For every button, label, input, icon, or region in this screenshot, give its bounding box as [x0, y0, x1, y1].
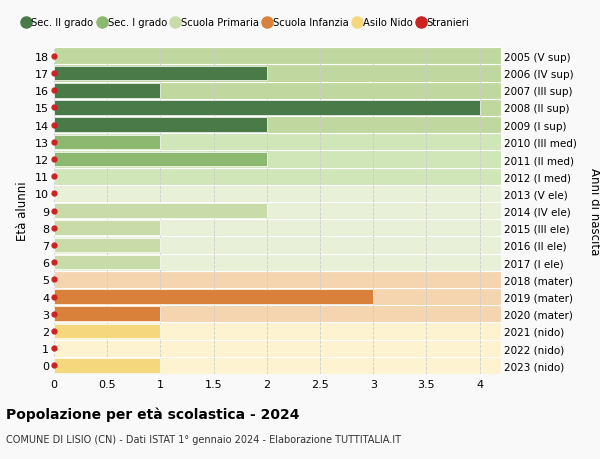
Bar — [54, 271, 501, 288]
Bar — [54, 84, 160, 98]
Bar — [54, 358, 160, 373]
Bar — [54, 117, 501, 134]
Bar — [54, 135, 160, 150]
Bar — [54, 357, 501, 374]
Bar — [54, 101, 480, 116]
Bar — [54, 185, 501, 202]
Bar — [54, 65, 501, 83]
Bar — [54, 238, 160, 253]
Y-axis label: Anni di nascita: Anni di nascita — [588, 168, 600, 255]
Bar — [54, 48, 501, 65]
Bar — [54, 67, 267, 81]
Bar — [54, 151, 501, 168]
Y-axis label: Età alunni: Età alunni — [16, 181, 29, 241]
Bar — [54, 323, 501, 340]
Bar — [54, 204, 267, 218]
Text: COMUNE DI LISIO (CN) - Dati ISTAT 1° gennaio 2024 - Elaborazione TUTTITALIA.IT: COMUNE DI LISIO (CN) - Dati ISTAT 1° gen… — [6, 434, 401, 444]
Bar — [54, 290, 373, 304]
Legend: Sec. II grado, Sec. I grado, Scuola Primaria, Scuola Infanzia, Asilo Nido, Stran: Sec. II grado, Sec. I grado, Scuola Prim… — [19, 14, 473, 32]
Bar — [54, 288, 501, 306]
Bar — [54, 255, 160, 270]
Bar — [54, 306, 501, 323]
Bar — [54, 221, 160, 235]
Bar — [54, 254, 501, 271]
Bar — [54, 202, 501, 220]
Bar — [54, 324, 160, 338]
Bar — [54, 152, 267, 167]
Bar — [54, 168, 501, 185]
Bar — [54, 237, 501, 254]
Bar — [54, 340, 501, 357]
Text: Popolazione per età scolastica - 2024: Popolazione per età scolastica - 2024 — [6, 406, 299, 421]
Bar — [54, 220, 501, 237]
Bar — [54, 134, 501, 151]
Bar — [54, 100, 501, 117]
Bar — [54, 118, 267, 133]
Bar — [54, 307, 160, 321]
Bar — [54, 83, 501, 100]
